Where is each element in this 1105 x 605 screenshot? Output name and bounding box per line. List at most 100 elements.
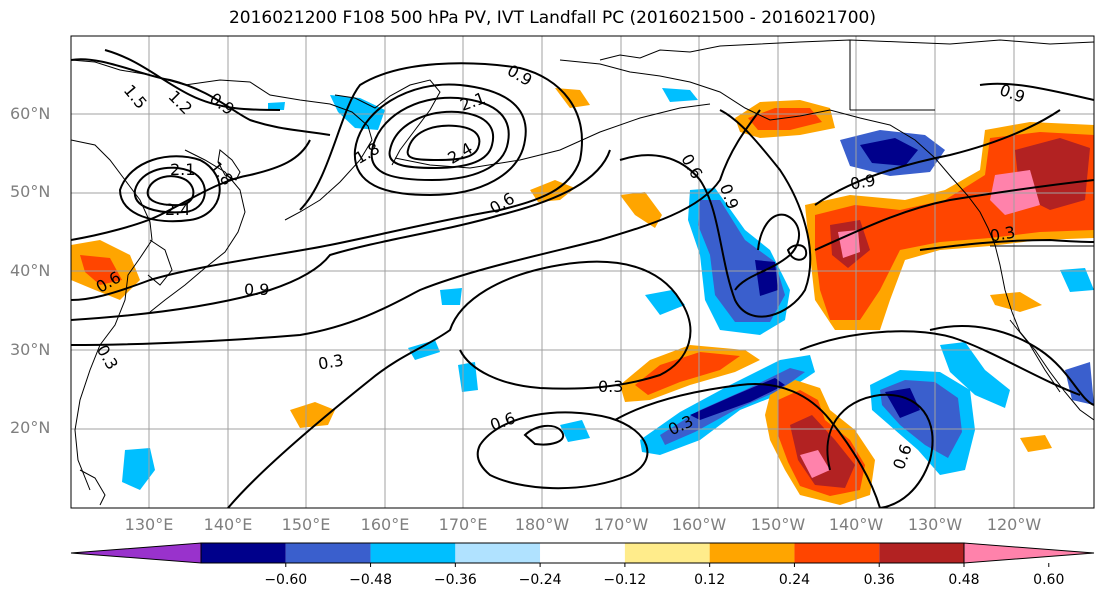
contour-line	[71, 109, 761, 346]
map-title: 2016021200 F108 500 hPa PV, IVT Landfall…	[228, 8, 876, 28]
colorbar	[70, 542, 1095, 567]
shade-negative	[268, 102, 285, 110]
lat-label-20n: 20°N	[10, 418, 51, 437]
lon-label: 160°W	[671, 515, 727, 534]
shade-negative	[662, 88, 698, 102]
coast-philippines	[79, 469, 106, 506]
map-frame	[70, 35, 1095, 509]
contour-label: 2.1	[170, 160, 195, 179]
colorbar-extend-high	[963, 542, 1095, 564]
contour-line	[353, 83, 527, 197]
shade-positive	[790, 415, 855, 488]
contour-label: 0.6	[889, 442, 916, 472]
contour-line	[619, 109, 812, 318]
shade-negative	[1060, 268, 1094, 292]
colorbar-segment	[879, 543, 964, 563]
lon-label: 140°E	[203, 515, 253, 534]
colorbar-tick-label: 0.60	[1033, 572, 1065, 588]
colorbar-tick-label: −0.36	[433, 572, 477, 588]
colorbar-segment	[285, 543, 371, 563]
contour-label: 0.6	[677, 151, 706, 183]
lon-label: 130°E	[124, 515, 174, 534]
colorbar-segment	[455, 543, 541, 563]
contour-line	[929, 325, 1094, 406]
contour-line	[71, 149, 611, 321]
contour-line	[71, 58, 331, 136]
contour-line	[786, 244, 808, 261]
shade-negative	[860, 138, 918, 166]
contour-line	[814, 109, 1061, 206]
lon-label: 160°E	[360, 515, 410, 534]
shade-negative	[645, 290, 685, 315]
contour-line	[146, 175, 195, 207]
colorbar-segment	[540, 543, 625, 563]
contour-label: 0.9	[504, 61, 536, 90]
colorbar-tick-label: −0.12	[603, 572, 647, 588]
coast-asia	[71, 59, 373, 221]
colorbar-frame	[200, 542, 965, 564]
coast-baja	[1009, 319, 1061, 393]
contour-line	[388, 110, 494, 170]
contour-label: 0.9	[849, 170, 877, 193]
coast-japan	[217, 149, 241, 181]
contour-line	[370, 96, 510, 182]
colorbar-tick-label: 0.24	[778, 572, 811, 588]
contour-line	[826, 393, 934, 508]
lon-label: 180°W	[514, 515, 570, 534]
coast-japan	[149, 149, 246, 313]
shade-positive	[290, 402, 335, 428]
colorbar-tick-label: 0.12	[694, 572, 726, 588]
map-area: 1.5 1.2 0.9 0.9 2.1 1.8 2.4 2.1 1.8 2.4 …	[71, 36, 1094, 508]
contour-line	[71, 62, 583, 301]
contour-label: 1.2	[165, 87, 196, 118]
colorbar-segment	[370, 543, 456, 563]
contour-line	[799, 330, 1081, 396]
contour-line	[133, 166, 206, 214]
shade-negative	[940, 342, 1010, 408]
shade-positive	[800, 450, 830, 478]
shade-negative	[690, 378, 785, 420]
colorbar-tick-label: 0.36	[863, 572, 895, 588]
colorbar-tick-label: −0.60	[264, 572, 308, 588]
contour-label: 0.3	[317, 350, 345, 373]
contour-line	[227, 260, 692, 508]
shade-negative	[440, 288, 462, 305]
coast-aleutians	[394, 103, 711, 169]
contour-line	[71, 139, 311, 241]
shade-positive	[1020, 435, 1052, 452]
contour-label: 0.9	[997, 80, 1027, 107]
contour-label: 1.5	[120, 81, 151, 113]
contour-line	[406, 124, 481, 162]
coastlines	[71, 39, 1094, 506]
colorbar-segment	[201, 543, 286, 563]
shade-positive	[635, 352, 740, 395]
lon-label: 170°W	[593, 515, 649, 534]
shade-negative	[1065, 362, 1094, 405]
lat-label-30n: 30°N	[10, 340, 51, 359]
coast-alaska	[559, 59, 1094, 421]
lon-label: 140°W	[828, 515, 884, 534]
shade-positive	[990, 292, 1042, 312]
contour-label: 2.4	[165, 200, 190, 219]
shade-negative	[755, 260, 778, 296]
contour-label: 1.8	[206, 157, 237, 189]
colorbar-segment	[794, 543, 880, 563]
lon-label: 150°E	[281, 515, 331, 534]
contour-label: 0.6	[488, 408, 518, 435]
shade-positive	[620, 192, 662, 228]
colorbar-tick-label: −0.48	[349, 572, 392, 588]
coast-canada	[849, 40, 935, 111]
lat-label-50n: 50°N	[10, 182, 51, 201]
colorbar-segment	[624, 543, 710, 563]
lat-label-60n: 60°N	[10, 104, 51, 123]
graticule	[71, 36, 1094, 508]
coast-asia	[71, 139, 153, 491]
lon-label: 150°W	[750, 515, 806, 534]
coast-kamchatka	[334, 79, 441, 166]
contour-line	[814, 179, 1094, 251]
lon-label: 130°W	[907, 515, 963, 534]
contour-line	[614, 383, 881, 508]
contour-line	[523, 424, 565, 446]
